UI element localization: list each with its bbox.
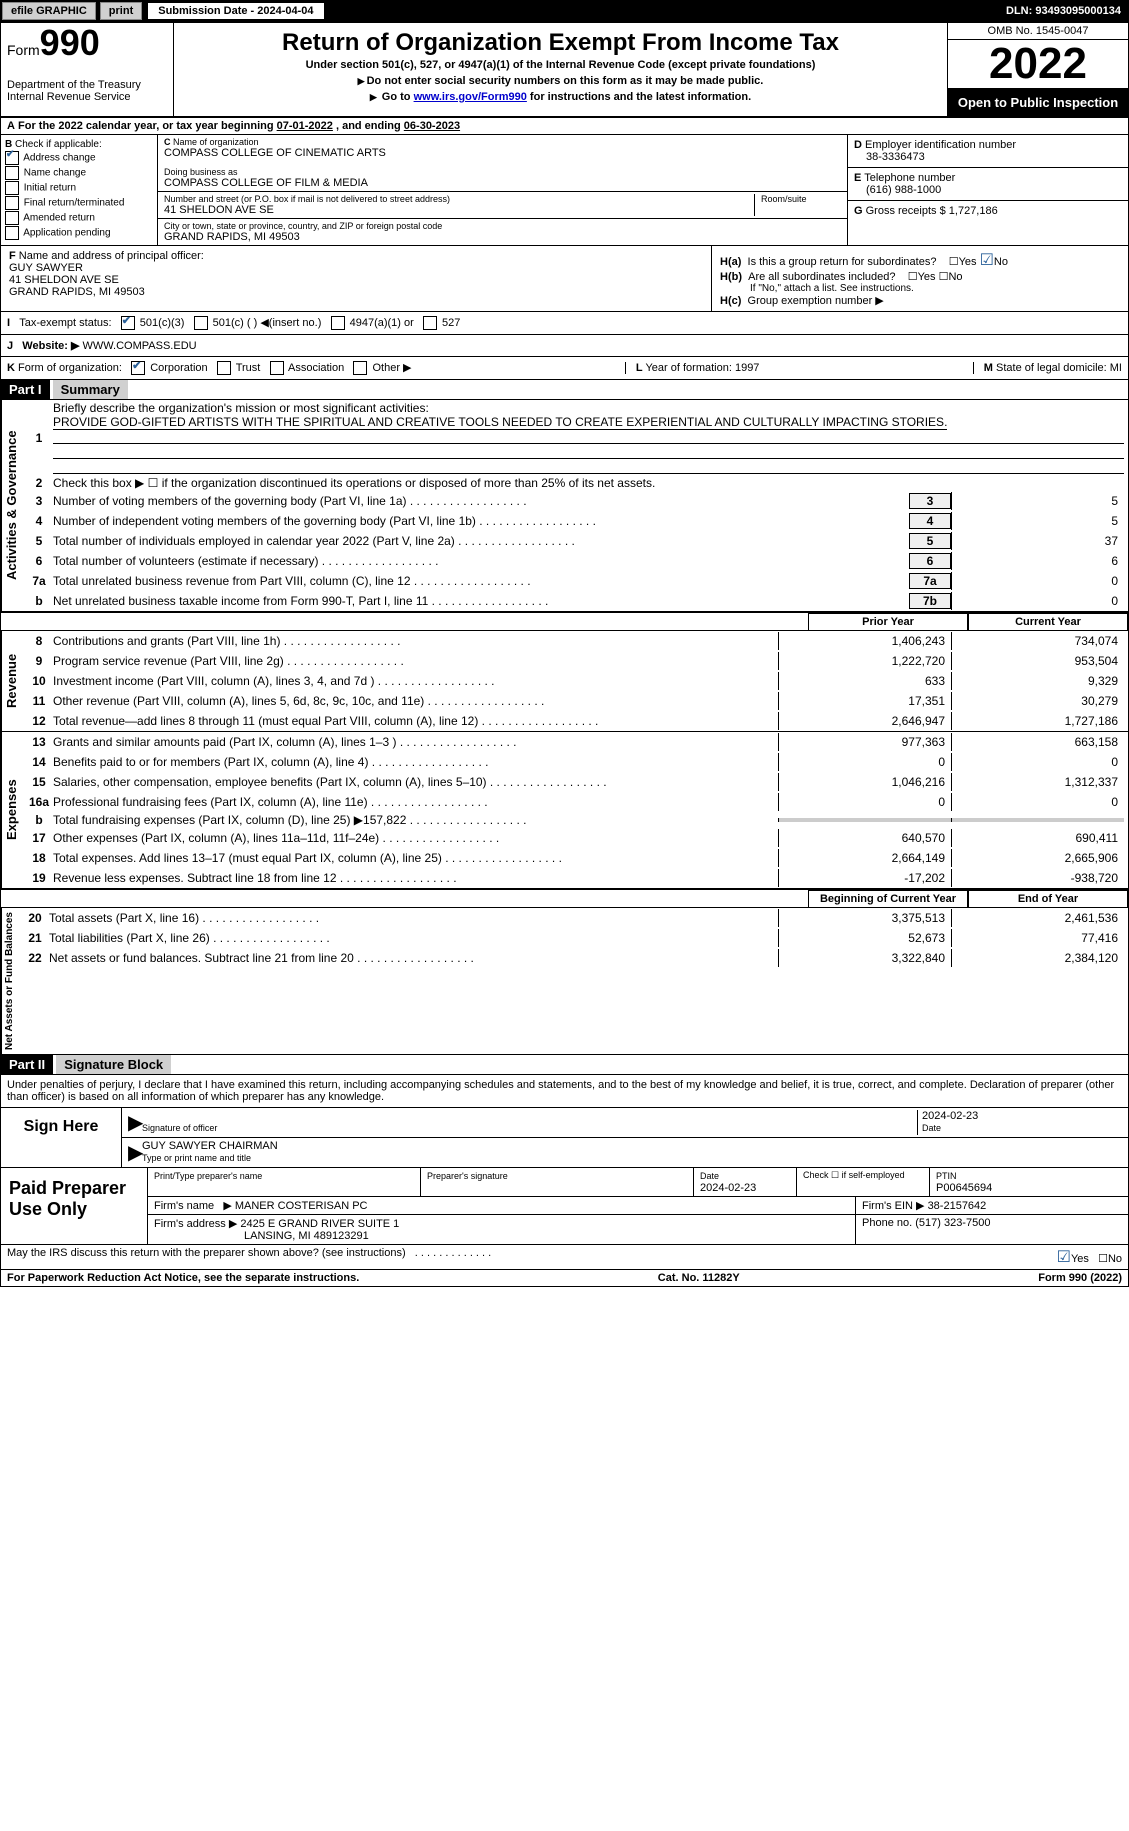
summary-line: 21Total liabilities (Part X, line 26)52,… xyxy=(17,928,1128,948)
address-change-checkbox[interactable] xyxy=(5,151,19,165)
final-return-checkbox[interactable] xyxy=(5,196,19,210)
summary-line: 14Benefits paid to or for members (Part … xyxy=(21,752,1128,772)
summary-line: 15Salaries, other compensation, employee… xyxy=(21,772,1128,792)
assoc-checkbox[interactable] xyxy=(270,361,284,375)
trust-checkbox[interactable] xyxy=(217,361,231,375)
summary-line: bNet unrelated business taxable income f… xyxy=(21,591,1128,611)
form-subtitle: Under section 501(c), 527, or 4947(a)(1)… xyxy=(178,59,943,71)
officer-typed: GUY SAWYER CHAIRMAN xyxy=(142,1140,278,1152)
ssn-note: Do not enter social security numbers on … xyxy=(178,75,943,87)
tax-year: 2022 xyxy=(948,40,1128,89)
paperwork-note: For Paperwork Reduction Act Notice, see … xyxy=(7,1272,359,1284)
open-inspection: Open to Public Inspection xyxy=(948,89,1128,116)
firm-addr2: LANSING, MI 489123291 xyxy=(244,1230,369,1242)
summary-line: 8Contributions and grants (Part VIII, li… xyxy=(21,631,1128,651)
net-assets-label: Net Assets or Fund Balances xyxy=(1,908,17,1054)
summary-line: 6Total number of volunteers (estimate if… xyxy=(21,551,1128,571)
city-state-zip: GRAND RAPIDS, MI 49503 xyxy=(164,231,841,243)
mission-statement: PROVIDE GOD-GIFTED ARTISTS WITH THE SPIR… xyxy=(53,415,947,430)
paid-preparer-label: Paid Preparer Use Only xyxy=(1,1168,148,1244)
org-name: COMPASS COLLEGE OF CINEMATIC ARTS xyxy=(164,147,841,159)
summary-line: 4Number of independent voting members of… xyxy=(21,511,1128,531)
501c-checkbox[interactable] xyxy=(194,316,208,330)
form-header: Form990 Department of the Treasury Inter… xyxy=(0,22,1129,118)
declaration-text: Under penalties of perjury, I declare th… xyxy=(1,1075,1128,1108)
form-number: 990 xyxy=(40,22,100,63)
top-bar: efile GRAPHIC print Submission Date - 20… xyxy=(0,0,1129,22)
summary-line: 3Number of voting members of the governi… xyxy=(21,491,1128,511)
initial-return-checkbox[interactable] xyxy=(5,181,19,195)
dba-name: COMPASS COLLEGE OF FILM & MEDIA xyxy=(164,177,841,189)
summary-line: 5Total number of individuals employed in… xyxy=(21,531,1128,551)
dept-label: Department of the Treasury xyxy=(7,79,167,91)
part2-header: Part II xyxy=(1,1055,53,1074)
officer-addr1: 41 SHELDON AVE SE xyxy=(9,274,119,286)
summary-line: 13Grants and similar amounts paid (Part … xyxy=(21,732,1128,752)
officer-addr2: GRAND RAPIDS, MI 49503 xyxy=(9,286,145,298)
application-pending-checkbox[interactable] xyxy=(5,226,19,240)
other-checkbox[interactable] xyxy=(353,361,367,375)
corp-checkbox[interactable] xyxy=(131,361,145,375)
4947-checkbox[interactable] xyxy=(331,316,345,330)
end-year-header: End of Year xyxy=(968,890,1128,907)
501c3-checkbox[interactable] xyxy=(121,316,135,330)
irs-label: Internal Revenue Service xyxy=(7,91,167,103)
omb-number: OMB No. 1545-0047 xyxy=(948,23,1128,40)
officer-name: GUY SAWYER xyxy=(9,262,83,274)
dln: DLN: 93493095000134 xyxy=(1006,5,1121,17)
amended-checkbox[interactable] xyxy=(5,211,19,225)
phone: (616) 988-1000 xyxy=(866,184,941,196)
efile-graphic-button[interactable]: efile GRAPHIC xyxy=(2,2,96,20)
activities-governance-label: Activities & Governance xyxy=(1,400,21,611)
firm-ein: 38-2157642 xyxy=(928,1200,987,1212)
summary-line: 19Revenue less expenses. Subtract line 1… xyxy=(21,868,1128,888)
year-formation: 1997 xyxy=(735,362,759,374)
website: WWW.COMPASS.EDU xyxy=(83,340,197,352)
summary-line: 17Other expenses (Part IX, column (A), l… xyxy=(21,828,1128,848)
beginning-year-header: Beginning of Current Year xyxy=(808,890,968,907)
form-label: Form xyxy=(7,42,40,58)
print-button[interactable]: print xyxy=(100,2,142,20)
prior-year-header: Prior Year xyxy=(808,613,968,630)
summary-line: 18Total expenses. Add lines 13–17 (must … xyxy=(21,848,1128,868)
name-change-checkbox[interactable] xyxy=(5,166,19,180)
irs-link[interactable]: www.irs.gov/Form990 xyxy=(414,91,527,103)
goto-note: Go to www.irs.gov/Form990 for instructio… xyxy=(178,91,943,103)
expenses-label: Expenses xyxy=(1,732,21,888)
summary-line: 9Program service revenue (Part VIII, lin… xyxy=(21,651,1128,671)
gross-receipts: 1,727,186 xyxy=(949,205,998,217)
ein: 38-3336473 xyxy=(866,151,925,163)
ptin: P00645694 xyxy=(936,1182,992,1194)
state-domicile: MI xyxy=(1110,362,1122,374)
revenue-label: Revenue xyxy=(1,631,21,731)
sign-here-label: Sign Here xyxy=(1,1108,122,1167)
summary-line: 7aTotal unrelated business revenue from … xyxy=(21,571,1128,591)
firm-phone: (517) 323-7500 xyxy=(915,1217,990,1229)
prep-date: 2024-02-23 xyxy=(700,1182,756,1194)
summary-line: 22Net assets or fund balances. Subtract … xyxy=(17,948,1128,968)
summary-line: 11Other revenue (Part VIII, column (A), … xyxy=(21,691,1128,711)
part1-header: Part I xyxy=(1,380,50,399)
period-line: A For the 2022 calendar year, or tax yea… xyxy=(0,118,1129,135)
form-title: Return of Organization Exempt From Incom… xyxy=(178,29,943,57)
firm-addr1: 2425 E GRAND RIVER SUITE 1 xyxy=(240,1218,399,1230)
summary-line: 10Investment income (Part VIII, column (… xyxy=(21,671,1128,691)
summary-line: 20Total assets (Part X, line 16)3,375,51… xyxy=(17,908,1128,928)
summary-line: 16aProfessional fundraising fees (Part I… xyxy=(21,792,1128,812)
summary-line: bTotal fundraising expenses (Part IX, co… xyxy=(21,812,1128,828)
current-year-header: Current Year xyxy=(968,613,1128,630)
firm-name: MANER COSTERISAN PC xyxy=(235,1200,368,1212)
cat-no: Cat. No. 11282Y xyxy=(658,1272,740,1284)
submission-date: Submission Date - 2024-04-04 xyxy=(148,3,323,19)
street-address: 41 SHELDON AVE SE xyxy=(164,204,748,216)
form-footer: Form 990 (2022) xyxy=(1038,1272,1122,1284)
section-b: B Check if applicable: Address change Na… xyxy=(1,135,158,245)
summary-line: 12Total revenue—add lines 8 through 11 (… xyxy=(21,711,1128,731)
sig-date: 2024-02-23 xyxy=(922,1110,978,1122)
527-checkbox[interactable] xyxy=(423,316,437,330)
